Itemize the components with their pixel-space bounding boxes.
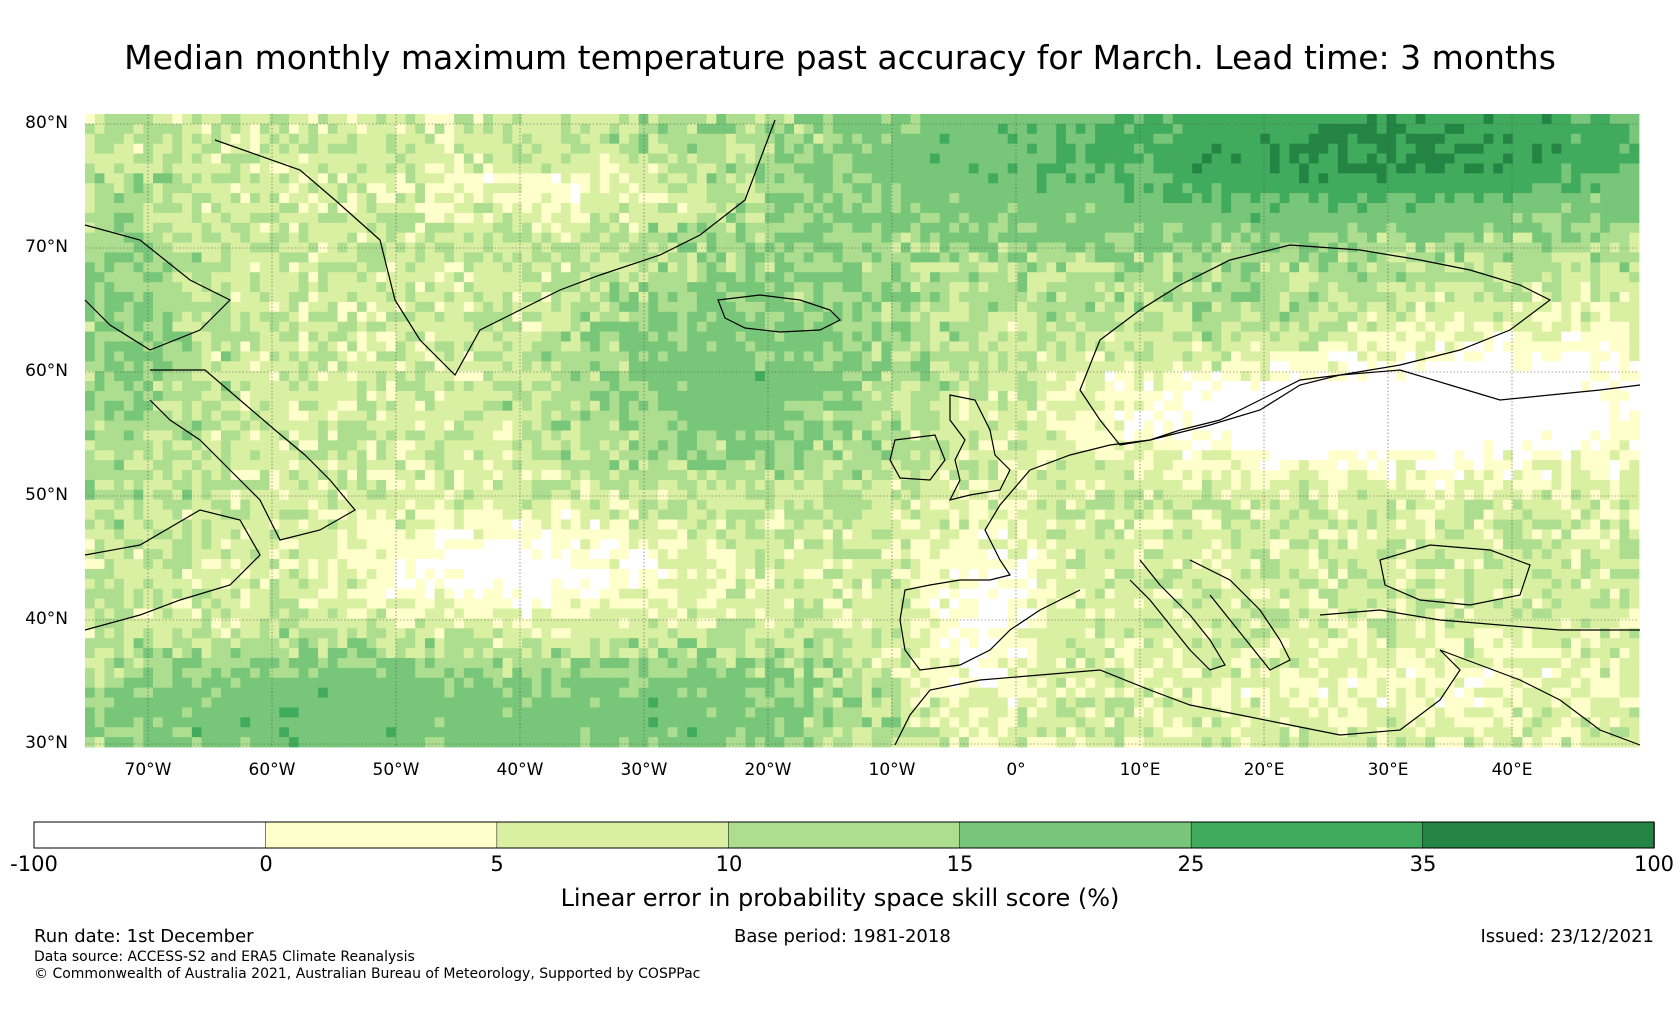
colorbar-tick-100: 100: [1633, 852, 1675, 876]
lat-label-30n: 30°N: [25, 733, 68, 753]
lat-label-40n: 40°N: [25, 609, 68, 629]
colorbar-tick-5: 5: [490, 852, 504, 876]
colorbar: [33, 821, 1655, 849]
coastline-great-britain: [948, 394, 1011, 501]
lon-label-10e: 10°E: [1119, 760, 1161, 780]
data-source: Data source: ACCESS-S2 and ERA5 Climate …: [34, 949, 415, 965]
colorbar-bin-5: [1190, 821, 1424, 849]
colorbar-bin-2: [496, 821, 730, 849]
lon-label-40e: 40°E: [1491, 760, 1533, 780]
lon-label-40w: 40°W: [496, 760, 544, 780]
coastline-italy: [1129, 559, 1226, 671]
lat-label-60n: 60°N: [25, 361, 68, 381]
map-title: Median monthly maximum temperature past …: [124, 38, 1556, 77]
coastline-balkans-greece: [1189, 559, 1291, 671]
issued-date: Issued: 23/12/2021: [1480, 926, 1654, 947]
coastline-newfoundland-maritimes: [84, 509, 261, 631]
lon-label-60w: 60°W: [248, 760, 296, 780]
lat-label-70n: 70°N: [25, 237, 68, 257]
colorbar-tick-10: 10: [715, 852, 743, 876]
coastline-north-africa: [894, 649, 1461, 746]
coastline-labrador: [149, 369, 356, 541]
lat-label-50n: 50°N: [25, 485, 68, 505]
colorbar-bin-6: [1422, 821, 1655, 849]
colorbar-tick-25: 25: [1177, 852, 1205, 876]
coastline-iceland: [717, 294, 842, 333]
lon-label-20w: 20°W: [744, 760, 792, 780]
lon-label-70w: 70°W: [124, 760, 172, 780]
coastline-france-iberia: [899, 469, 1081, 671]
colorbar-label: Linear error in probability space skill …: [560, 884, 1120, 912]
copyright: © Commonwealth of Australia 2021, Austra…: [34, 966, 701, 982]
coastline-scandinavia: [1079, 244, 1552, 446]
coastline-turkey: [1319, 609, 1640, 631]
coastline-middle-east: [1439, 649, 1641, 746]
coastline-greenland: [214, 119, 776, 376]
coastline-black-sea: [1379, 544, 1531, 606]
colorbar-bin-3: [728, 821, 961, 849]
lon-label-0: 0°: [1006, 760, 1026, 780]
base-period: Base period: 1981-2018: [734, 926, 951, 947]
colorbar-bin-4: [959, 821, 1192, 849]
run-date: Run date: 1st December: [34, 926, 254, 947]
lon-label-20e: 20°E: [1243, 760, 1285, 780]
colorbar-tick-15: 15: [946, 852, 974, 876]
coastline-ireland: [889, 434, 946, 481]
skill-heatmap-cells: [85, 114, 1640, 748]
colorbar-bin-1: [265, 821, 498, 849]
lon-label-30e: 30°E: [1367, 760, 1409, 780]
coastlines: [84, 119, 1641, 746]
lon-label-30w: 30°W: [620, 760, 668, 780]
colorbar-bin-0: [33, 821, 267, 849]
colorbar-tick-minus100: -100: [10, 852, 58, 876]
lon-label-50w: 50°W: [372, 760, 420, 780]
lat-label-80n: 80°N: [25, 113, 68, 133]
colorbar-tick-0: 0: [259, 852, 273, 876]
coastline-baffin: [84, 224, 232, 351]
coastline-europe: [1029, 369, 1641, 471]
lon-label-10w: 10°W: [868, 760, 916, 780]
colorbar-tick-35: 35: [1409, 852, 1437, 876]
